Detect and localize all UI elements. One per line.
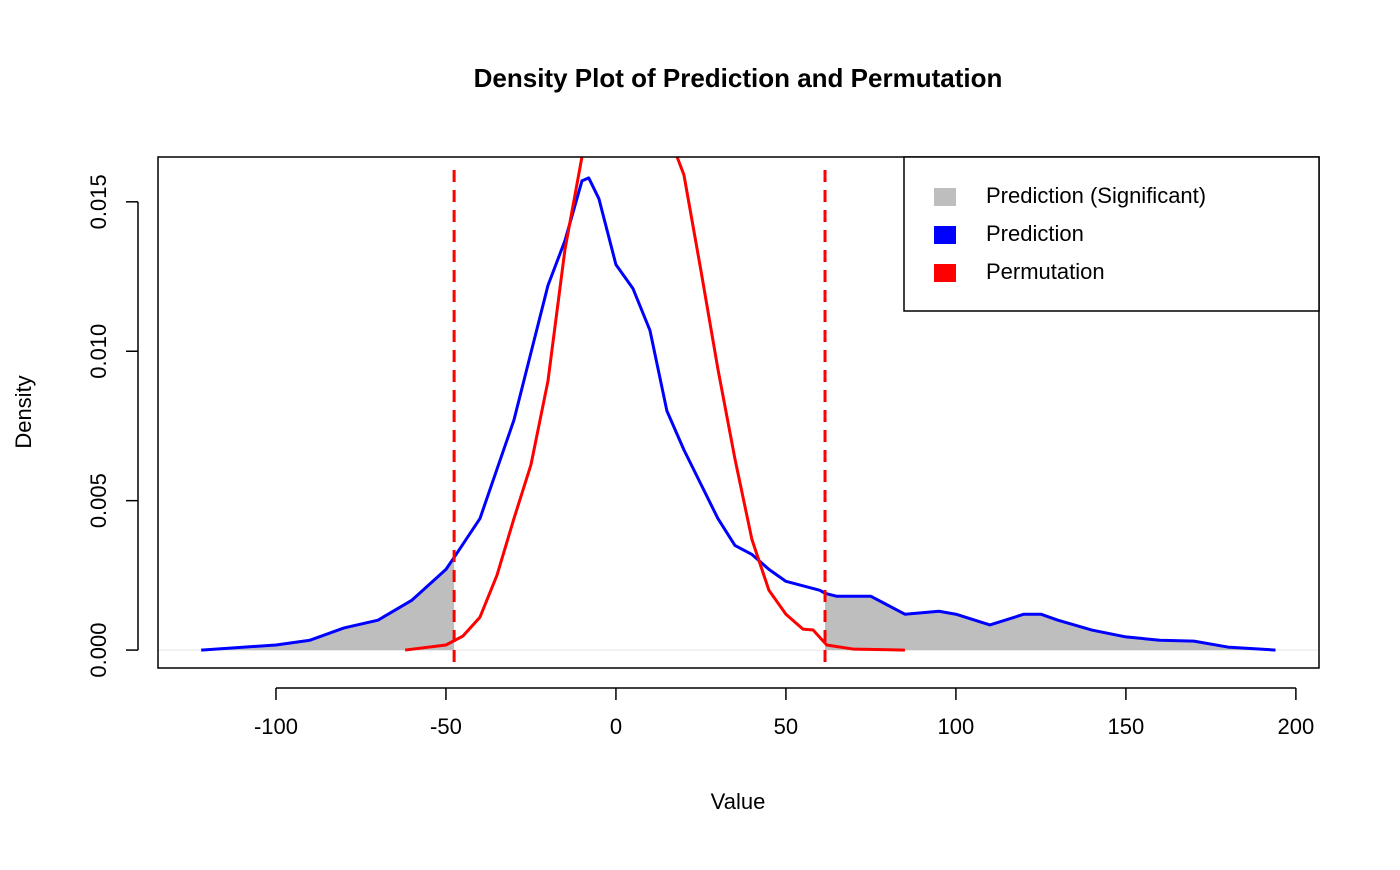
legend-swatch (934, 188, 956, 206)
y-axis-label: Density (11, 375, 36, 448)
density-line (404, 157, 905, 652)
significant-area (825, 593, 1276, 651)
y-tick-label: 0.010 (86, 324, 111, 379)
legend-swatch (934, 264, 956, 282)
chart-title: Density Plot of Prediction and Permutati… (474, 63, 1003, 93)
legend-swatch (934, 226, 956, 244)
legend-label: Permutation (986, 259, 1105, 284)
y-tick-label: 0.015 (86, 174, 111, 229)
significant-area (201, 557, 455, 651)
legend-label: Prediction (986, 221, 1084, 246)
y-tick-label: 0.000 (86, 623, 111, 678)
legend-label: Prediction (Significant) (986, 183, 1206, 208)
legend-box (903, 156, 1320, 312)
plot-frame (157, 156, 1320, 669)
x-tick-label: -50 (430, 714, 462, 739)
x-tick-label: 200 (1278, 714, 1315, 739)
y-tick-label: 0.005 (86, 473, 111, 528)
plot-area (158, 157, 1319, 652)
x-tick-label: -100 (254, 714, 298, 739)
x-tick-label: 150 (1108, 714, 1145, 739)
x-tick-label: 100 (938, 714, 975, 739)
x-axis-label: Value (711, 789, 766, 814)
x-tick-label: 0 (610, 714, 622, 739)
x-tick-label: 50 (774, 714, 798, 739)
